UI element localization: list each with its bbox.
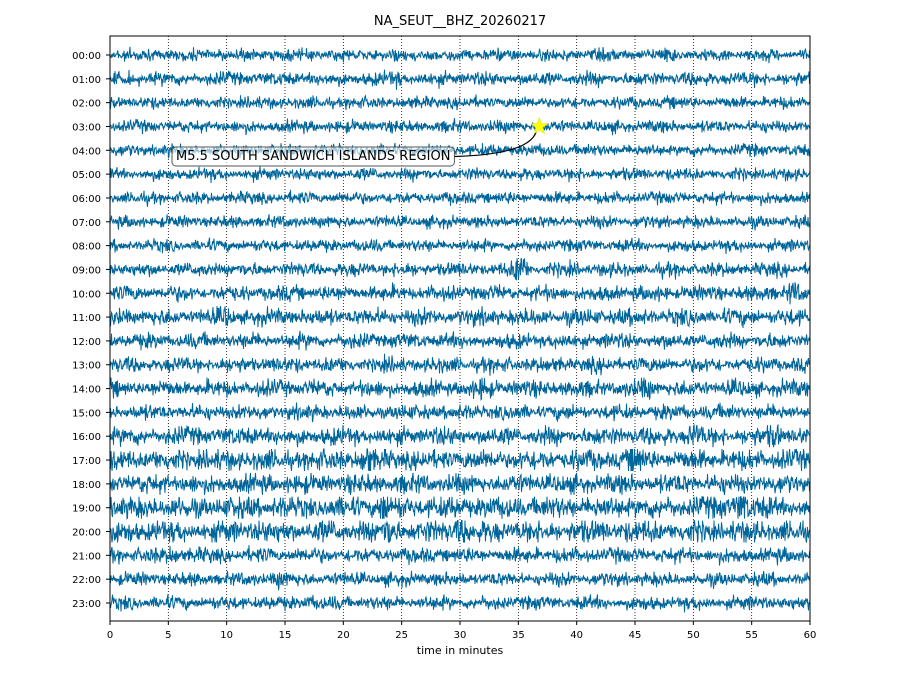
trace-2300 bbox=[109, 593, 811, 613]
event-label: M5.5 SOUTH SANDWICH ISLANDS REGION bbox=[176, 149, 450, 164]
trace-0800 bbox=[109, 237, 811, 255]
x-tick-label: 45 bbox=[629, 630, 642, 641]
x-tick-label: 35 bbox=[512, 630, 525, 641]
y-axis: 00:00 01:00 02:00 03:00 04:00 05:00 06:00 07:00… bbox=[72, 51, 110, 610]
x-axis-label: time in minutes bbox=[417, 644, 504, 657]
y-tick-label: 18:00 bbox=[72, 480, 101, 491]
trace-0900 bbox=[109, 257, 811, 281]
y-tick-label: 14:00 bbox=[72, 385, 101, 396]
x-tick-label: 15 bbox=[279, 630, 292, 641]
y-tick-label: 06:00 bbox=[72, 194, 101, 205]
y-tick-label: 15:00 bbox=[72, 408, 101, 419]
trace-0200 bbox=[109, 94, 811, 111]
event-star-icon bbox=[530, 116, 549, 135]
chart-title: NA_SEUT__BHZ_20260217 bbox=[374, 14, 546, 29]
trace-0100 bbox=[109, 69, 811, 90]
x-tick-label: 10 bbox=[220, 630, 233, 641]
y-tick-label: 05:00 bbox=[72, 170, 101, 181]
trace-2100 bbox=[109, 545, 811, 566]
y-tick-label: 22:00 bbox=[72, 575, 101, 586]
x-tick-label: 30 bbox=[454, 630, 467, 641]
x-tick-label: 50 bbox=[687, 630, 700, 641]
y-tick-label: 12:00 bbox=[72, 337, 101, 348]
trace-0000 bbox=[109, 46, 811, 64]
trace-0600 bbox=[109, 189, 811, 207]
y-tick-label: 03:00 bbox=[72, 122, 101, 133]
x-tick-label: 20 bbox=[337, 630, 350, 641]
trace-1600 bbox=[109, 423, 811, 448]
trace-1400 bbox=[109, 377, 811, 401]
y-tick-label: 07:00 bbox=[72, 218, 101, 229]
x-tick-label: 5 bbox=[165, 630, 171, 641]
y-tick-label: 10:00 bbox=[72, 289, 101, 300]
trace-2200 bbox=[109, 570, 811, 591]
x-tick-label: 25 bbox=[395, 630, 408, 641]
y-tick-label: 09:00 bbox=[72, 265, 101, 276]
y-tick-label: 00:00 bbox=[72, 51, 101, 62]
trace-0500 bbox=[109, 165, 811, 184]
y-tick-label: 08:00 bbox=[72, 242, 101, 253]
event-arrow bbox=[454, 131, 537, 158]
y-tick-label: 04:00 bbox=[72, 146, 101, 157]
trace-1100 bbox=[109, 306, 811, 329]
trace-1800 bbox=[109, 472, 811, 495]
x-tick-label: 0 bbox=[107, 630, 113, 641]
y-tick-label: 01:00 bbox=[72, 75, 101, 86]
y-tick-label: 02:00 bbox=[72, 99, 101, 110]
y-tick-label: 21:00 bbox=[72, 551, 101, 562]
x-tick-label: 40 bbox=[570, 630, 583, 641]
y-tick-label: 20:00 bbox=[72, 528, 101, 539]
y-tick-label: 13:00 bbox=[72, 361, 101, 372]
x-tick-label: 60 bbox=[804, 630, 817, 641]
trace-0300 bbox=[109, 118, 811, 136]
trace-1000 bbox=[109, 282, 811, 305]
trace-1500 bbox=[109, 402, 811, 423]
event-annotation: M5.5 SOUTH SANDWICH ISLANDS REGION bbox=[171, 116, 549, 167]
trace-1300 bbox=[109, 353, 811, 376]
trace-1700 bbox=[109, 448, 811, 472]
y-tick-label: 17:00 bbox=[72, 456, 101, 467]
trace-1900 bbox=[109, 496, 811, 521]
y-tick-label: 16:00 bbox=[72, 432, 101, 443]
traces bbox=[109, 46, 811, 613]
x-axis: 0 5 10 15 20 25 30 35 40 45 50 55 60 bbox=[107, 621, 817, 641]
trace-2000 bbox=[109, 520, 810, 543]
plot-frame bbox=[109, 35, 811, 622]
y-tick-label: 11:00 bbox=[72, 313, 101, 324]
event-label-box bbox=[171, 146, 455, 167]
trace-0700 bbox=[109, 214, 811, 231]
trace-1200 bbox=[109, 330, 811, 351]
y-tick-label: 19:00 bbox=[72, 504, 101, 515]
x-tick-label: 55 bbox=[745, 630, 758, 641]
y-tick-label: 23:00 bbox=[72, 599, 101, 610]
